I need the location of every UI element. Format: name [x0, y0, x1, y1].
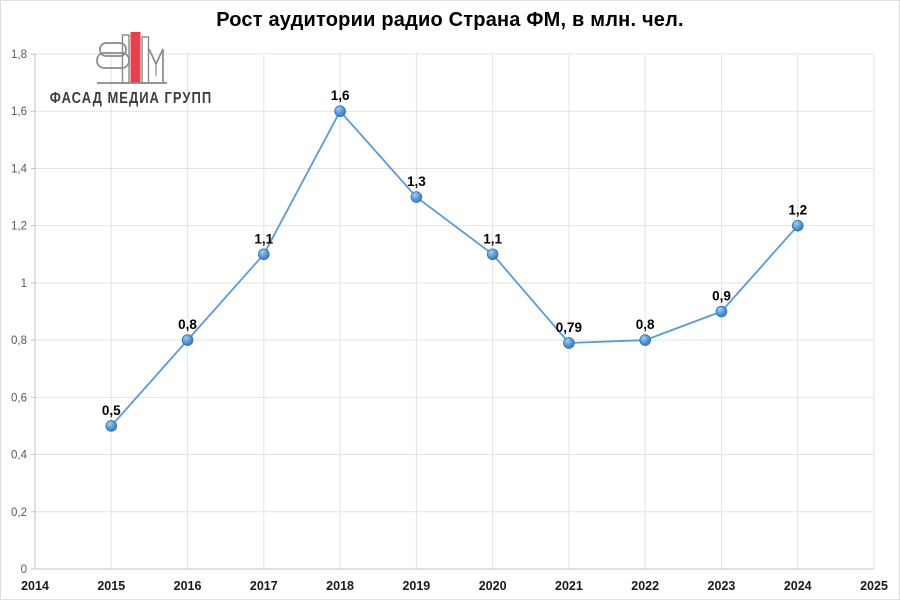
y-tick-label: 0,6 — [11, 392, 27, 404]
y-tick-label: 0,2 — [11, 507, 27, 519]
data-point-label: 0,5 — [102, 403, 121, 418]
logo-red-bar — [130, 32, 141, 83]
x-tick-label: 2015 — [97, 579, 125, 593]
y-tick-label: 1,6 — [11, 106, 27, 118]
x-tick-label: 2018 — [326, 579, 354, 593]
x-tick-label: 2019 — [402, 579, 430, 593]
data-point — [715, 305, 728, 318]
data-point — [334, 105, 346, 118]
x-tick-label: 2014 — [21, 579, 49, 593]
y-tick-label: 1,4 — [11, 163, 28, 175]
logo: ФАСАД МЕДИА ГРУПП — [49, 29, 213, 107]
logo-column-right — [141, 36, 150, 84]
x-tick-label: 2024 — [784, 579, 812, 593]
y-tick-label: 0,4 — [11, 450, 28, 462]
data-point-label: 0,8 — [636, 317, 655, 332]
logo-f-upper — [99, 42, 127, 57]
logo-text: ФАСАД МЕДИА ГРУПП — [49, 88, 213, 107]
y-tick-label: 1 — [21, 278, 27, 290]
data-point-label: 1,3 — [407, 174, 426, 189]
data-point — [563, 337, 575, 349]
data-point-label: 1,1 — [483, 231, 502, 246]
data-point-label: 1,2 — [788, 203, 807, 218]
data-point-label: 0,8 — [178, 317, 197, 332]
x-tick-label: 2020 — [479, 579, 507, 593]
data-point-label: 1,1 — [254, 231, 273, 246]
data-point — [410, 191, 423, 203]
x-tick-label: 2017 — [250, 579, 278, 593]
data-point — [181, 334, 194, 346]
y-tick-label: 0 — [21, 564, 27, 576]
data-point-label: 0,79 — [556, 320, 582, 335]
data-point — [105, 420, 118, 432]
y-tick-label: 0,8 — [11, 335, 27, 347]
logo-m-shape — [148, 48, 164, 83]
y-tick-label: 1,8 — [11, 49, 27, 61]
x-tick-label: 2022 — [631, 579, 659, 593]
logo-f-lower — [96, 52, 130, 69]
logo-mark-icon — [96, 32, 167, 84]
data-point — [791, 219, 804, 232]
data-point — [639, 334, 651, 346]
data-point-label: 1,6 — [331, 88, 350, 103]
x-tick-label: 2025 — [860, 579, 888, 593]
y-tick-label: 1,2 — [11, 221, 27, 233]
logo-column-left — [121, 34, 130, 84]
data-point-label: 0,9 — [712, 289, 731, 304]
data-point — [258, 248, 270, 261]
chart-title: Рост аудитории радио Страна ФМ, в млн. ч… — [216, 9, 684, 31]
x-tick-label: 2021 — [555, 579, 583, 593]
series-line — [110, 110, 799, 427]
x-tick-label: 2016 — [174, 579, 202, 593]
data-point — [486, 248, 499, 261]
x-tick-label: 2023 — [708, 579, 736, 593]
